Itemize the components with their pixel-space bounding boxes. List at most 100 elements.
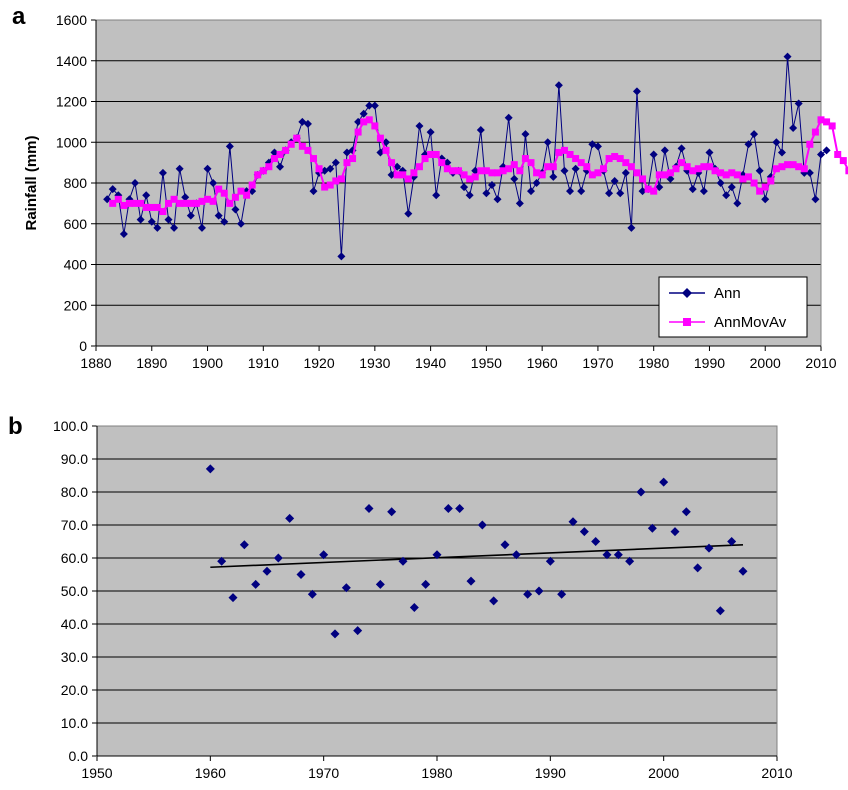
series-movav-point — [555, 148, 563, 156]
chart-b-trendline — [210, 544, 744, 569]
series-ann-point — [510, 174, 519, 183]
series-ann-point — [750, 130, 759, 139]
series-movav-point — [622, 159, 630, 167]
series-ann-point — [527, 187, 535, 196]
series-movav-point — [326, 181, 334, 189]
x-tick-label: 1960 — [527, 355, 558, 371]
scatter-point — [500, 540, 510, 550]
scatter-point — [330, 629, 340, 639]
y-tick-label: 100.0 — [53, 418, 88, 434]
series-ann-point — [119, 229, 128, 238]
series-movav-point — [153, 203, 161, 211]
scatter-point — [262, 566, 272, 576]
series-movav-point — [800, 165, 808, 173]
scatter-point — [693, 563, 703, 573]
scatter-point — [432, 550, 442, 560]
scatter-point — [273, 553, 283, 563]
series-ann-point — [688, 185, 697, 194]
series-ann-point — [186, 211, 195, 220]
series-movav-point — [276, 150, 284, 158]
series-ann-point — [593, 142, 602, 151]
series-movav-point — [142, 203, 150, 211]
series-movav-point — [761, 183, 769, 191]
legend-box — [658, 276, 808, 338]
series-movav-point — [494, 169, 502, 177]
series-ann-point — [666, 174, 675, 183]
series-ann-point — [181, 193, 190, 202]
series-movav-point — [466, 175, 474, 183]
series-ann-point — [426, 128, 435, 137]
series-movav-point — [125, 199, 133, 207]
x-tick-label: 1990 — [535, 765, 566, 781]
scatter-point — [579, 527, 589, 537]
series-ann-point — [170, 223, 179, 232]
scatter-point — [738, 566, 748, 576]
y-tick-label: 200 — [64, 297, 88, 313]
chart-a-y-axis-title: Rainfall (mm) — [23, 135, 40, 230]
series-movav-point — [393, 171, 401, 179]
scatter-point — [647, 523, 657, 533]
series-movav-point — [410, 169, 418, 177]
series-ann-point — [733, 199, 742, 208]
scatter-point — [727, 537, 737, 546]
series-movav-point — [784, 161, 792, 169]
series-movav-point — [499, 167, 507, 175]
series-ann-point — [387, 170, 396, 179]
scatter-point — [545, 556, 555, 566]
chart-a: a 0 200 400 600 800 1000 1200 1400 1600 1880 1890… — [12, 3, 848, 371]
series-ann-point — [655, 183, 664, 192]
series-movav-point — [477, 167, 485, 175]
series-ann-point — [521, 130, 530, 139]
series-ann-point — [493, 195, 502, 204]
series-ann-point — [231, 205, 240, 214]
series-ann-point — [164, 215, 173, 224]
series-movav-point — [577, 159, 585, 167]
scatter-point — [466, 576, 476, 586]
scatter-point — [364, 504, 374, 513]
series-ann-point — [727, 183, 736, 192]
series-movav-point — [533, 169, 541, 177]
series-movav-point — [700, 163, 708, 171]
series-ann-point — [677, 144, 686, 153]
chart-a-legend: Ann AnnMovAv — [658, 276, 808, 338]
scatter-point — [409, 603, 419, 612]
x-tick-label: 2010 — [805, 355, 836, 371]
series-movav-point — [611, 153, 619, 161]
series-movav-point — [360, 118, 368, 126]
y-tick-label: 1400 — [56, 53, 87, 69]
series-movav-point — [460, 171, 468, 179]
series-ann-point — [309, 187, 318, 196]
series-ann-point — [443, 158, 452, 167]
series-ann-point — [142, 191, 151, 200]
series-movav-point — [399, 171, 407, 179]
chart-b-points — [205, 464, 748, 639]
scatter-point — [625, 556, 635, 566]
series-ann-point — [605, 189, 614, 198]
series-movav-point — [427, 150, 435, 158]
x-tick-label: 2010 — [761, 765, 792, 781]
chart-b-frame — [92, 425, 778, 761]
series-ann-point — [331, 158, 340, 167]
scatter-point — [375, 579, 385, 589]
series-ann-point — [610, 176, 619, 185]
series-movav-point — [109, 199, 117, 207]
x-tick-label: 1990 — [694, 355, 725, 371]
scatter-point — [205, 464, 215, 474]
scatter-point — [681, 507, 691, 517]
series-movav-point — [505, 165, 513, 173]
series-movav-point — [772, 165, 780, 173]
series-ann-point — [237, 219, 245, 228]
series-ann-point — [354, 117, 363, 126]
series-ann-point — [153, 223, 162, 232]
series-movav-point — [198, 197, 206, 205]
series-movav-point — [159, 208, 167, 216]
series-movav-point — [165, 199, 172, 207]
scatter-point — [217, 556, 227, 566]
scatter-point — [670, 527, 680, 537]
series-movav-point — [215, 185, 223, 193]
series-movav-point — [131, 199, 139, 207]
series-movav-point — [404, 175, 412, 183]
series-ann-point — [471, 166, 480, 175]
x-tick-label: 1950 — [81, 765, 112, 781]
series-movav-point — [114, 195, 122, 203]
